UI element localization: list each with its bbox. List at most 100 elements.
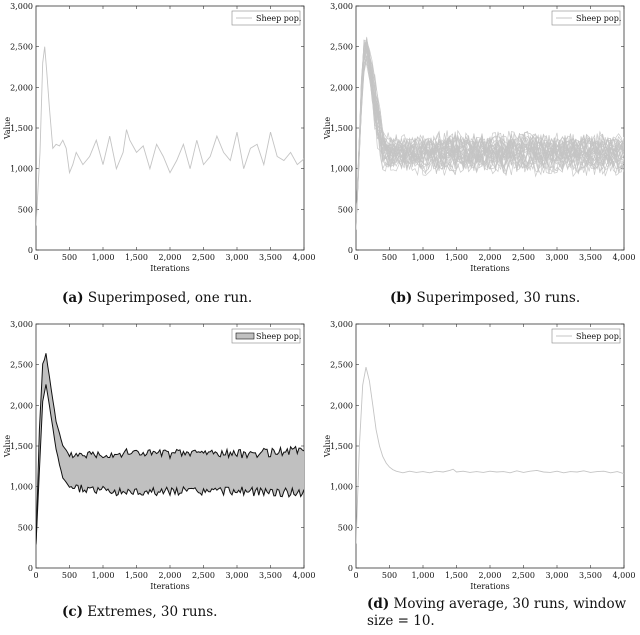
y-tick-label: 1,500 (330, 124, 353, 133)
y-axis-label: Value (323, 117, 332, 141)
plot-frame (35, 5, 305, 251)
panel-b: 0 500 1,000 1,500 2,000 2,500 3,000 0 500 1,000 1,… (320, 0, 640, 317)
x-tick-label: 2,000 (479, 253, 502, 262)
series-line-run-12 (356, 38, 624, 224)
chart-c: 0 500 1,000 1,500 2,000 2,500 3,000 0 500 1,000 1,… (3, 320, 315, 591)
series-line-run-1 (356, 39, 624, 222)
caption-b: (b) Superimposed, 30 runs. (390, 290, 640, 307)
y-tick-label: 0 (348, 564, 353, 573)
series-line-run-17 (356, 43, 624, 224)
series-line-run-22 (356, 38, 624, 226)
x-tick-label: 0 (353, 571, 358, 580)
y-tick-label: 3,000 (330, 320, 353, 329)
x-tick-label: 1,500 (125, 571, 148, 580)
series-group (356, 36, 624, 230)
x-tick-label: 3,500 (579, 253, 602, 262)
caption-c: (c) Extremes, 30 runs. (62, 604, 312, 621)
y-tick-label: 1,000 (330, 165, 353, 174)
y-axis-label: Value (3, 117, 12, 141)
legend-swatch (235, 332, 255, 340)
y-tick-label: 3,000 (10, 2, 33, 11)
x-tick-label: 1,500 (125, 253, 148, 262)
chart-a: 0 500 1,000 1,500 2,000 2,500 3,000 0 500 1,000 1,… (3, 2, 315, 273)
x-tick-label: 2,500 (192, 253, 215, 262)
x-tick-label: 3,000 (226, 253, 249, 262)
caption-a-text: Superimposed, one run. (87, 290, 253, 306)
x-tick-label: 3,000 (226, 571, 249, 580)
y-tick-label: 2,000 (10, 401, 33, 410)
panel-c: 0 500 1,000 1,500 2,000 2,500 3,000 0 500 1,000 1,… (0, 318, 320, 635)
y-tick-label: 0 (28, 564, 33, 573)
x-tick-label: 3,500 (259, 253, 282, 262)
series-line-run-28 (356, 58, 624, 230)
legend-box (231, 328, 301, 344)
legend-box (231, 10, 301, 26)
x-tick-label: 2,500 (192, 571, 215, 580)
series-line-run-15 (356, 39, 624, 223)
y-tick-label: 1,500 (10, 124, 33, 133)
caption-d-label: (d) (367, 596, 390, 612)
series-group (356, 366, 624, 544)
y-tick-label: 1,500 (10, 442, 33, 451)
band-min-line (36, 384, 304, 545)
x-tick-label: 1,500 (445, 571, 468, 580)
caption-c-text: Extremes, 30 runs. (87, 604, 218, 620)
plot-frame (355, 5, 625, 251)
y-tick-label: 500 (18, 205, 33, 214)
x-tick-label: 2,500 (512, 571, 535, 580)
x-tick-label: 1,000 (92, 571, 115, 580)
x-axis-label: Iterations (150, 582, 190, 591)
y-tick-label: 0 (28, 246, 33, 255)
series-group (36, 46, 304, 226)
legend-label: Sheep pop. (576, 332, 621, 341)
caption-c-label: (c) (62, 604, 83, 620)
caption-b-text: Superimposed, 30 runs. (416, 290, 581, 306)
legend-box (551, 10, 621, 26)
x-tick-label: 4,000 (613, 253, 636, 262)
y-tick-label: 2,000 (330, 83, 353, 92)
y-tick-label: 500 (18, 523, 33, 532)
caption-a-label: (a) (62, 290, 84, 306)
y-tick-label: 1,000 (10, 483, 33, 492)
legend-label: Sheep pop. (256, 332, 301, 341)
y-tick-label: 1,000 (330, 483, 353, 492)
x-tick-label: 1,500 (445, 253, 468, 262)
series-line-run-29 (356, 42, 624, 226)
plot-frame (35, 323, 305, 569)
legend-label: Sheep pop. (576, 14, 621, 23)
panel-a: 0 500 1,000 1,500 2,000 2,500 3,000 0 500 1,000 1,… (0, 0, 320, 317)
x-tick-label: 1,000 (412, 253, 435, 262)
x-tick-label: 3,500 (579, 571, 602, 580)
y-tick-label: 3,000 (330, 2, 353, 11)
x-tick-label: 500 (382, 571, 397, 580)
x-tick-label: 3,500 (259, 571, 282, 580)
caption-d: (d) Moving average, 30 runs, window size… (367, 596, 632, 630)
x-tick-label: 2,500 (512, 253, 535, 262)
y-axis-label: Value (323, 435, 332, 459)
panel-d: 0 500 1,000 1,500 2,000 2,500 3,000 0 500 1,000 1,… (320, 318, 640, 635)
x-tick-label: 4,000 (613, 571, 636, 580)
x-tick-label: 1,000 (412, 571, 435, 580)
x-tick-label: 0 (33, 253, 38, 262)
y-tick-label: 3,000 (10, 320, 33, 329)
y-tick-label: 2,500 (10, 43, 33, 52)
y-tick-label: 1,000 (10, 165, 33, 174)
y-tick-label: 0 (348, 246, 353, 255)
x-tick-label: 3,000 (546, 571, 569, 580)
series-line-run-24 (356, 44, 624, 225)
y-tick-label: 500 (338, 205, 353, 214)
legend-box (551, 328, 621, 344)
y-axis-label: Value (3, 435, 12, 459)
x-tick-label: 0 (353, 253, 358, 262)
caption-d-text: Moving average, 30 runs, window size = 1… (367, 596, 627, 629)
x-tick-label: 2,000 (159, 253, 182, 262)
legend-label: Sheep pop. (256, 14, 301, 23)
series-line-run-30 (356, 39, 624, 226)
y-tick-label: 2,500 (10, 361, 33, 370)
x-tick-label: 0 (33, 571, 38, 580)
x-tick-label: 500 (62, 253, 77, 262)
x-tick-label: 2,000 (479, 571, 502, 580)
series-line-run-27 (356, 42, 624, 228)
x-axis-label: Iterations (470, 264, 510, 273)
x-axis-label: Iterations (150, 264, 190, 273)
